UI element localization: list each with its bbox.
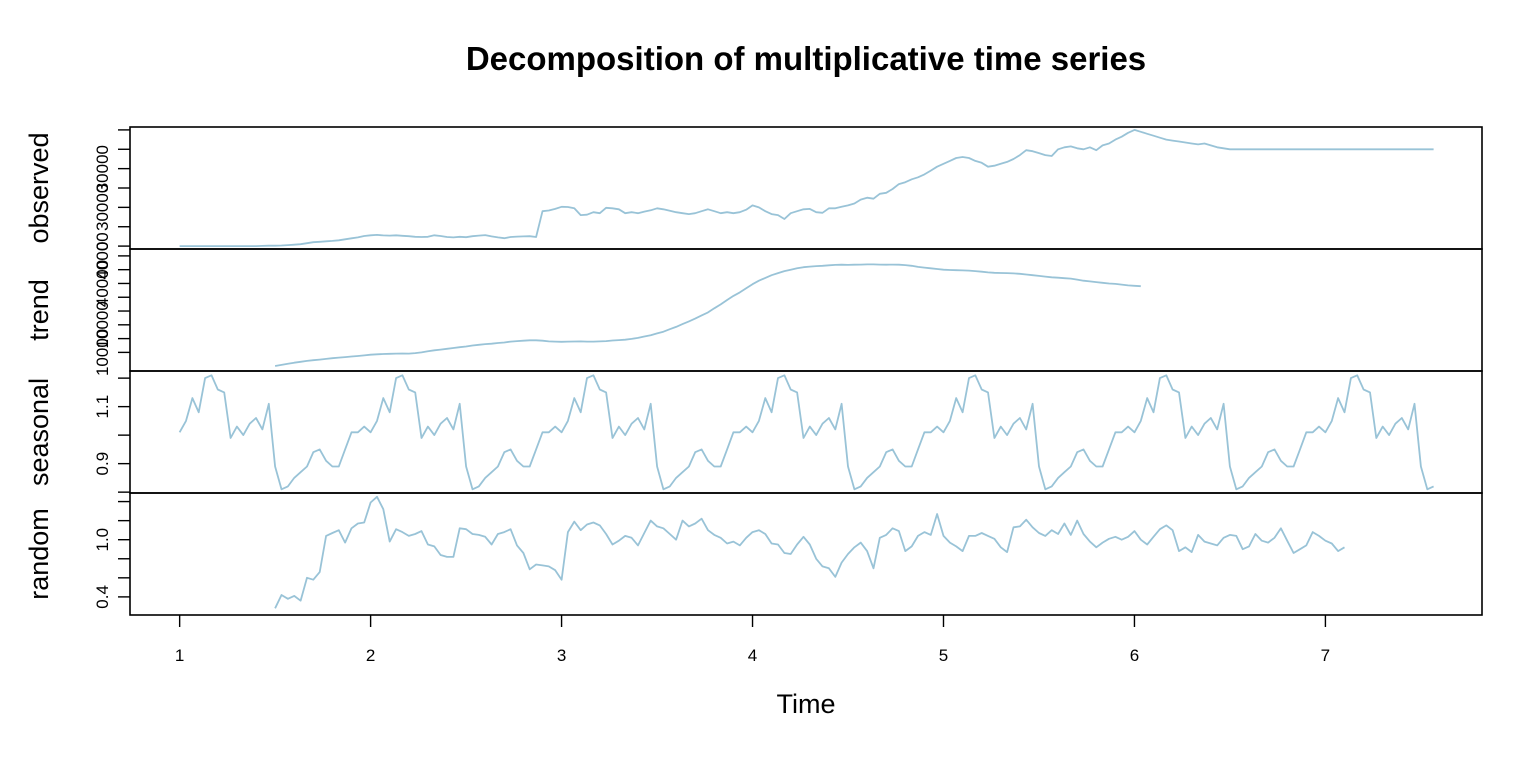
panel-random: 0.4 1.0 random [24,492,1483,616]
x-tick-label: 1 [175,646,184,665]
panel-label-seasonal: seasonal [24,378,54,486]
series-line-seasonal [178,374,1434,491]
y-tick-label-seasonal: 0.9 [93,452,112,476]
series-line-trend [274,263,1141,367]
y-tick-label-trend: 40000 [93,260,112,307]
panel-seasonal: 0.9 1.1 seasonal [24,370,1483,494]
y-tick-label-observed: 0 [93,241,112,250]
y-tick-label-random: 0.4 [93,585,112,609]
panel-label-observed: observed [24,132,54,243]
x-tick-label: 5 [939,646,948,665]
y-tick-label-observed: 30000 [93,145,112,192]
y-tick-label-trend: 40000 [93,232,112,279]
y-tick-label-observed: 30000 [93,184,112,231]
x-tick-label: 7 [1321,646,1330,665]
y-tick-label-seasonal: 1.1 [93,395,112,419]
x-tick-label: 3 [557,646,566,665]
y-tick-label-trend: 10000 [93,329,112,376]
x-tick-label: 4 [748,646,757,665]
series-line-observed [179,129,1434,247]
x-tick-label: 2 [366,646,375,665]
panel-label-random: random [24,508,54,600]
panel-frame-observed [129,126,1483,250]
x-axis: 1 2 3 4 5 6 7 [175,615,1330,665]
x-tick-label: 6 [1130,646,1139,665]
panel-frame-random [129,492,1483,616]
panels-group: 03000030000observed10000100004000040000t… [24,126,1483,616]
x-axis-title: Time [777,689,836,719]
panel-label-trend: trend [24,279,54,341]
y-tick-label-trend: 10000 [93,301,112,348]
chart-title: Decomposition of multiplicative time ser… [466,40,1146,77]
series-line-random [274,495,1345,609]
y-tick-label-random: 1.0 [93,528,112,552]
